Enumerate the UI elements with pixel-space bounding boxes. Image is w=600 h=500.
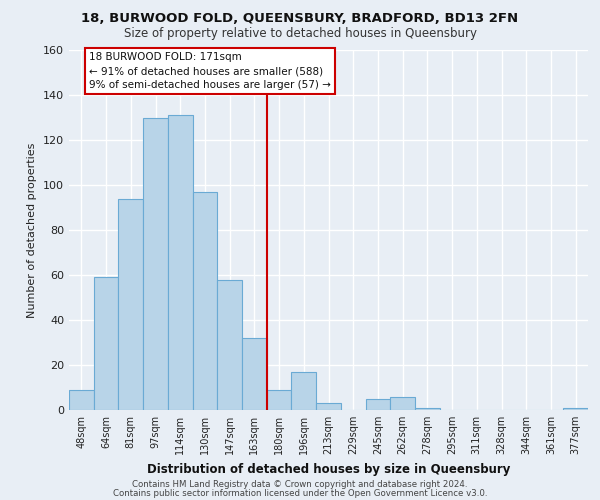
Bar — [242, 338, 267, 410]
Bar — [267, 390, 292, 410]
Text: Contains public sector information licensed under the Open Government Licence v3: Contains public sector information licen… — [113, 489, 487, 498]
Text: Size of property relative to detached houses in Queensbury: Size of property relative to detached ho… — [124, 28, 476, 40]
Bar — [390, 396, 415, 410]
Bar — [217, 280, 242, 410]
Bar — [94, 277, 118, 410]
Bar — [193, 192, 217, 410]
Bar — [563, 408, 588, 410]
Y-axis label: Number of detached properties: Number of detached properties — [28, 142, 37, 318]
Text: Contains HM Land Registry data © Crown copyright and database right 2024.: Contains HM Land Registry data © Crown c… — [132, 480, 468, 489]
Bar — [292, 372, 316, 410]
Bar — [69, 390, 94, 410]
Bar — [365, 399, 390, 410]
X-axis label: Distribution of detached houses by size in Queensbury: Distribution of detached houses by size … — [147, 462, 510, 475]
Text: 18, BURWOOD FOLD, QUEENSBURY, BRADFORD, BD13 2FN: 18, BURWOOD FOLD, QUEENSBURY, BRADFORD, … — [82, 12, 518, 26]
Bar — [415, 408, 440, 410]
Bar — [316, 403, 341, 410]
Text: 18 BURWOOD FOLD: 171sqm
← 91% of detached houses are smaller (588)
9% of semi-de: 18 BURWOOD FOLD: 171sqm ← 91% of detache… — [89, 52, 331, 90]
Bar — [118, 198, 143, 410]
Bar — [168, 116, 193, 410]
Bar — [143, 118, 168, 410]
